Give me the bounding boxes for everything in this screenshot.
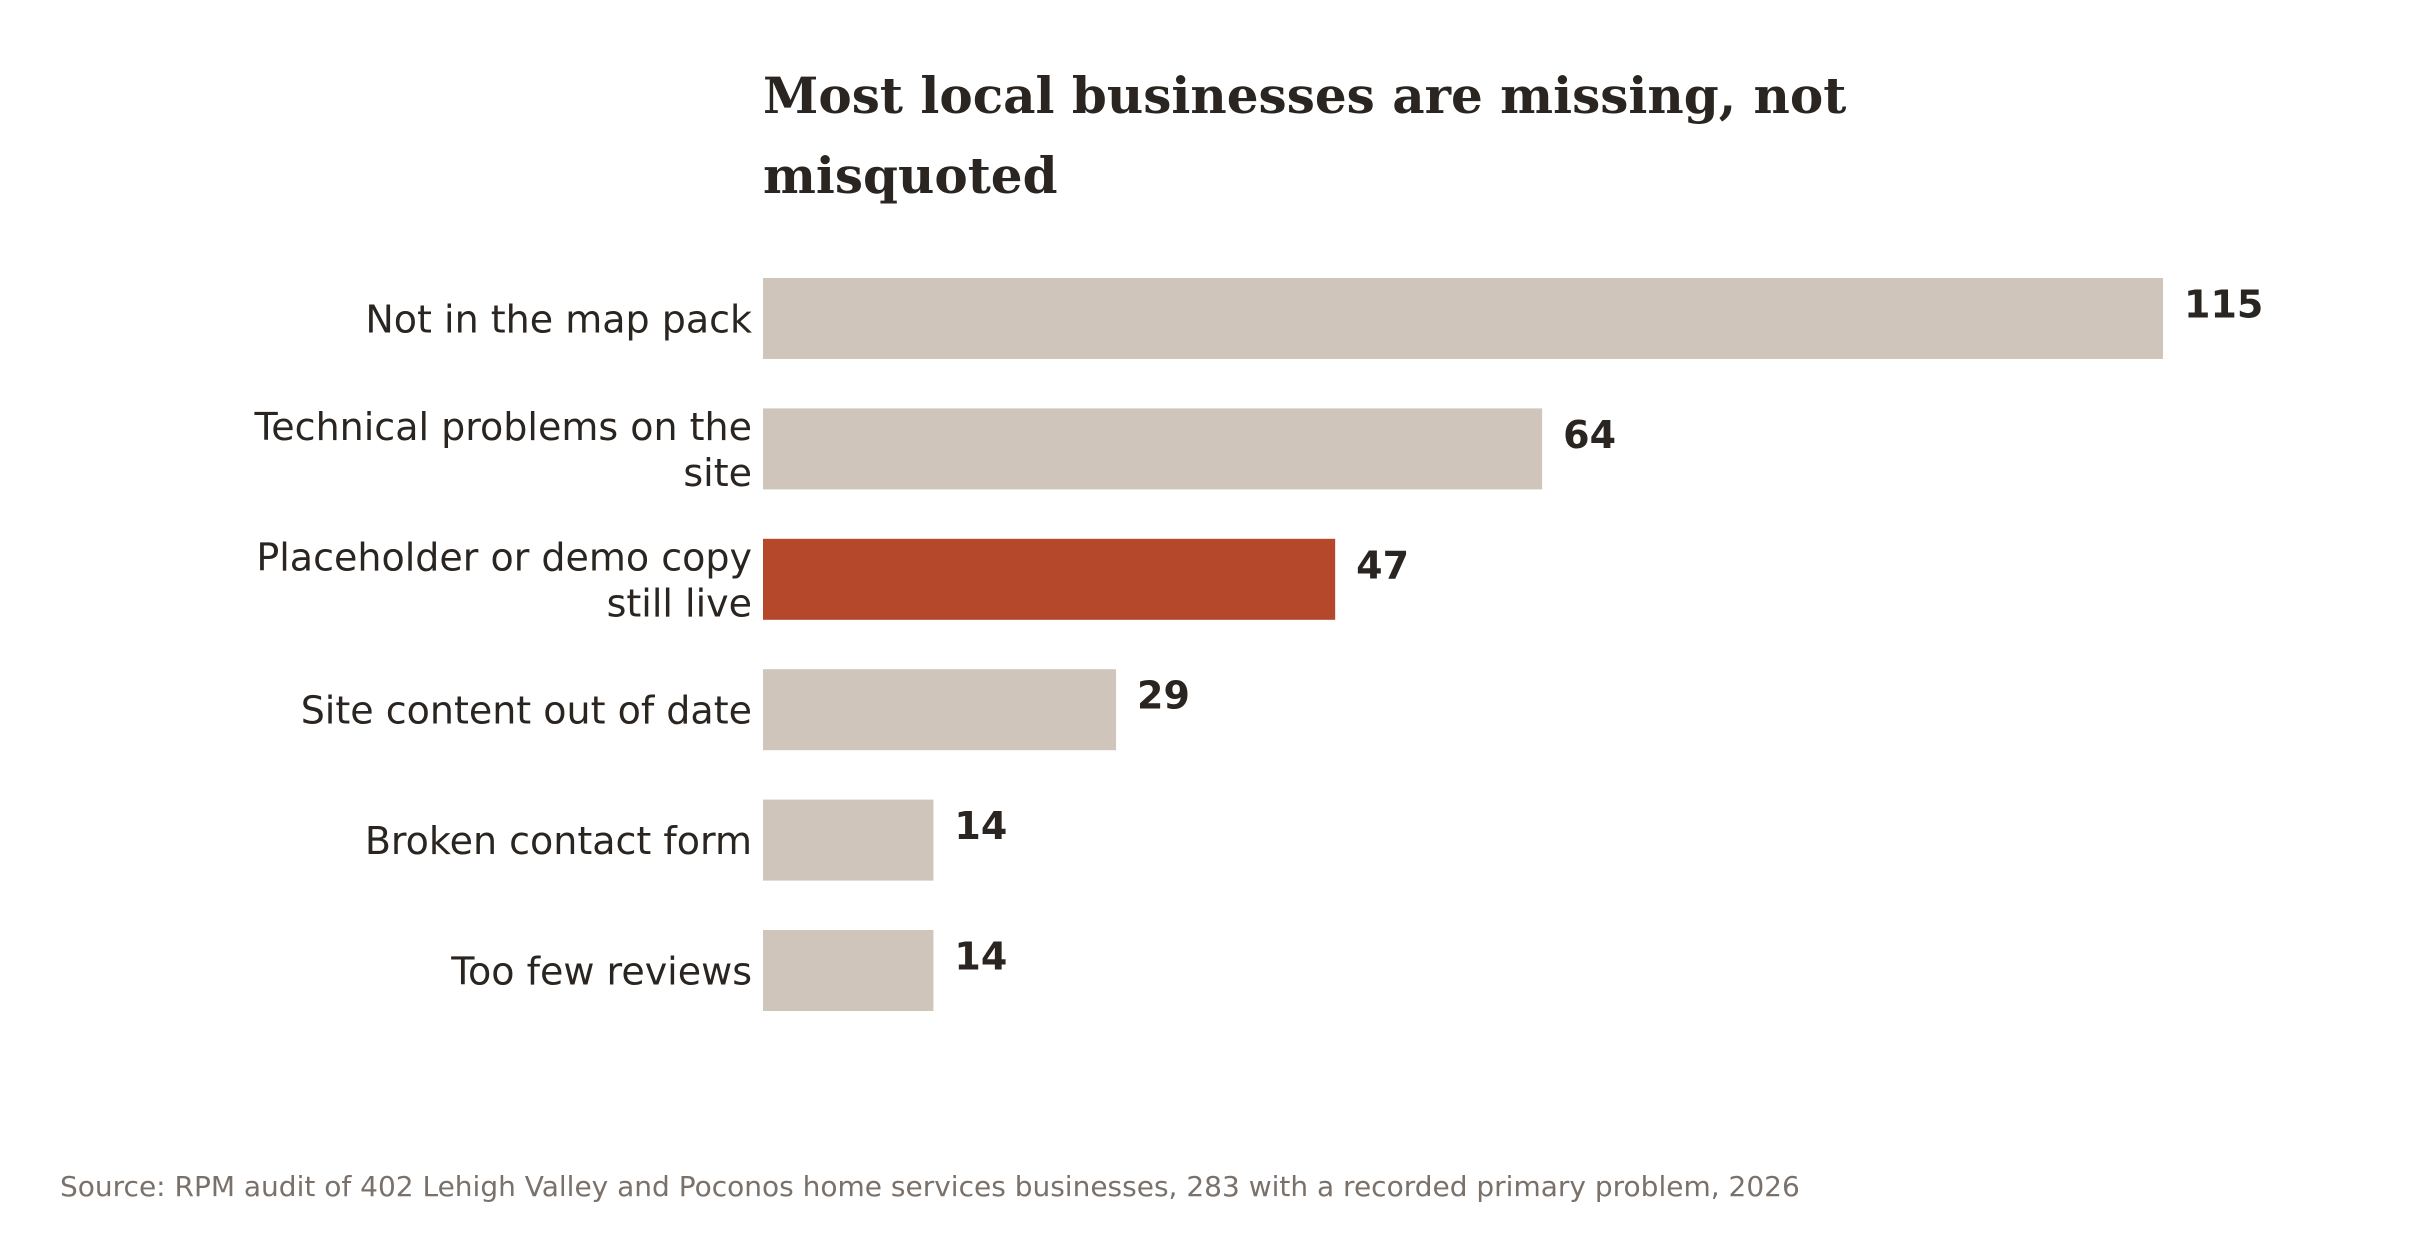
value-label: 14 (954, 804, 1007, 848)
value-labels: 115 64 47 29 14 14 (954, 283, 2263, 979)
bar-3 (763, 669, 1117, 751)
category-label: Not in the map pack (365, 298, 752, 342)
value-label: 29 (1137, 674, 1190, 718)
bars (763, 278, 2163, 1011)
category-label: Site content out of date (301, 689, 752, 733)
chart-title-line: Most local businesses are missing, not (763, 66, 1846, 125)
category-label: Technical problems on the (254, 405, 752, 449)
category-label: Too few reviews (450, 950, 752, 994)
value-label: 47 (1356, 543, 1409, 587)
value-label: 64 (1563, 413, 1616, 457)
chart-title-line: misquoted (763, 146, 1058, 205)
value-label: 14 (954, 935, 1007, 979)
value-label: 115 (2184, 283, 2263, 327)
bar-0 (763, 278, 2163, 359)
category-label: Placeholder or demo copy (256, 535, 752, 579)
chart-title: Most local businesses are missing, not mi… (763, 66, 1846, 205)
category-labels: Not in the map pack Technical problems on… (254, 298, 752, 994)
bar-5 (763, 930, 934, 1011)
category-label: site (683, 451, 752, 495)
bar-2 (763, 538, 1336, 620)
category-label: Broken contact form (365, 819, 752, 863)
category-label: still live (607, 581, 752, 625)
bar-4 (763, 799, 934, 881)
bar-1 (763, 408, 1543, 490)
source-note: Source: RPM audit of 402 Lehigh Valley a… (60, 1170, 1800, 1203)
